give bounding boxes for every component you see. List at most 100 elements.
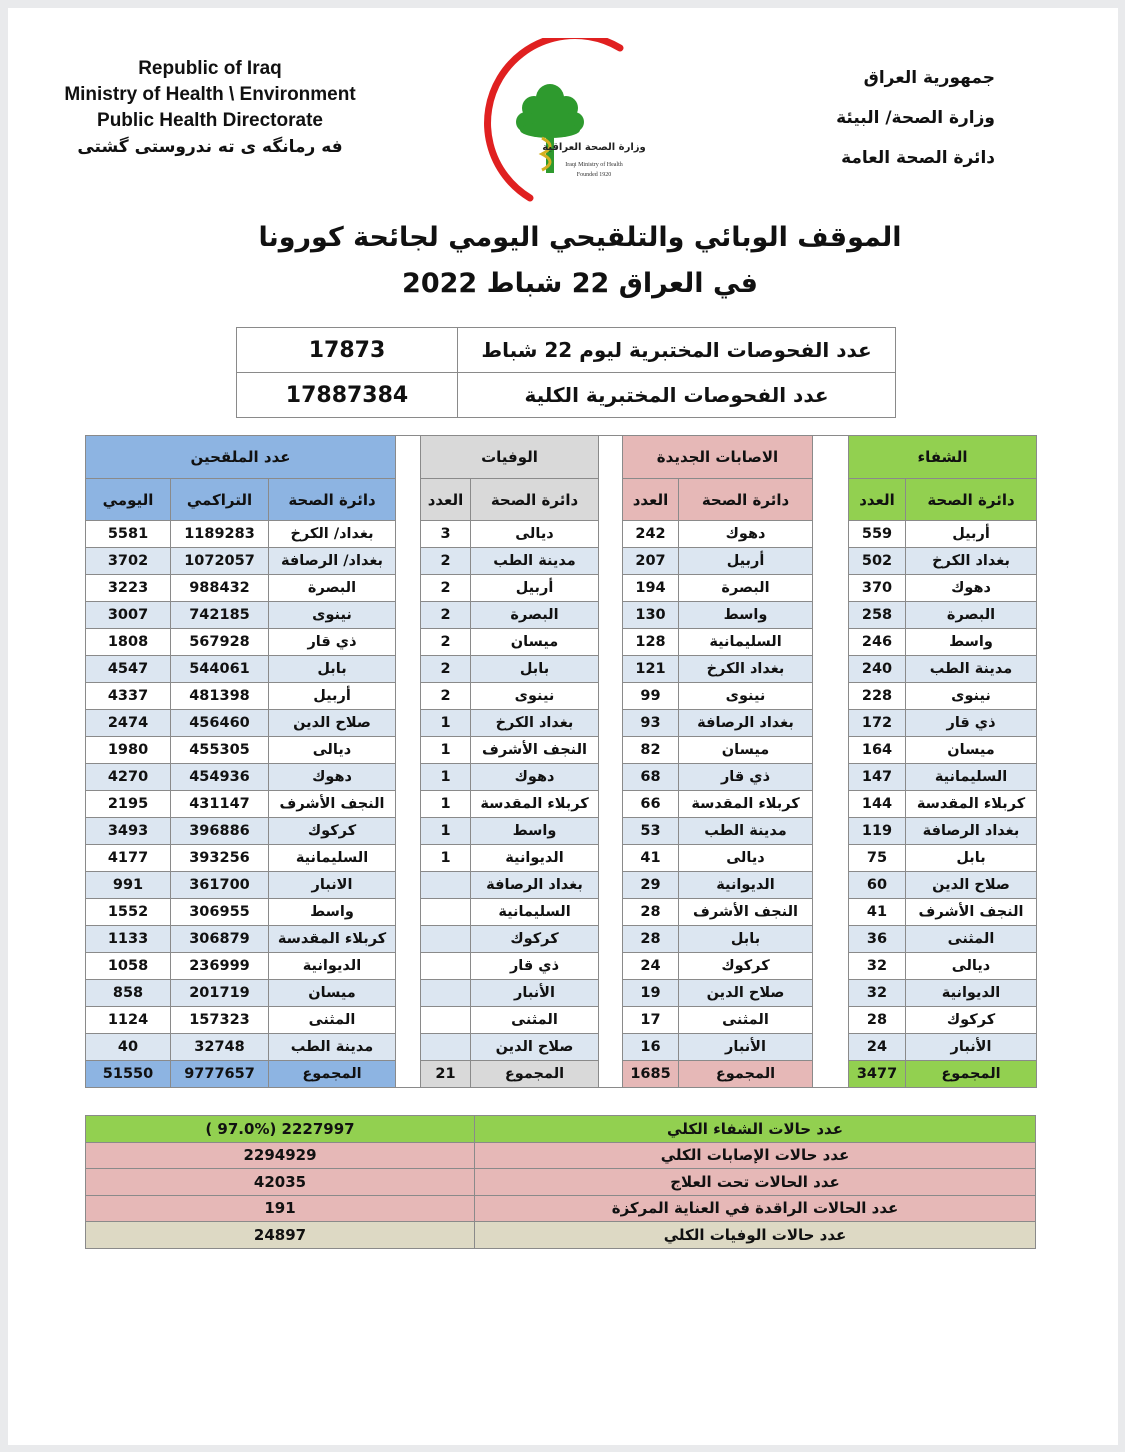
header-en-line: Ministry of Health \ Environment (64, 84, 356, 105)
cases-dept: ميسان (678, 736, 813, 764)
deaths-count: 1 (420, 763, 471, 791)
recovered-count: 246 (848, 628, 906, 656)
header-ar-line: جمهورية العراق (863, 68, 995, 88)
recovered-dept: بغداد الرصافة (904, 817, 1038, 845)
deaths-dept: ديالى (470, 520, 599, 548)
total-label: المجموع (470, 1060, 599, 1088)
recovered-dept: أربيل (904, 520, 1038, 548)
vaccinated-dept: المثنى (268, 1006, 396, 1034)
total-label: المجموع (678, 1060, 813, 1088)
recovered-count: 32 (848, 952, 906, 980)
column-gap (598, 478, 623, 521)
vaccinated-daily: 1124 (85, 1006, 171, 1034)
column-gap (812, 1033, 849, 1061)
column-gap (812, 520, 849, 548)
column-gap (395, 628, 421, 656)
cases-count: 28 (622, 925, 679, 953)
table-row: 4337 481398 أربيل 2 نينوى 99 نينوى 228 نينوى (85, 682, 1038, 710)
column-gap (598, 682, 623, 710)
vaccinated-daily: 1552 (85, 898, 171, 926)
vaccinated-cumulative: 567928 (170, 628, 269, 656)
recovered-dept: نينوى (904, 682, 1038, 710)
recovered-dept: الديوانية (904, 979, 1038, 1007)
vaccinated-cumulative: 456460 (170, 709, 269, 737)
cases-dept: السليمانية (678, 628, 813, 656)
vaccinated-daily: 1058 (85, 952, 171, 980)
header-arabic: جمهورية العراق وزارة الصحة/ البيئة دائرة… (775, 58, 995, 178)
deaths-count: 1 (420, 736, 471, 764)
recovered-dept: دهوك (904, 574, 1038, 602)
cases-dept: دهوك (678, 520, 813, 548)
deaths-count (420, 925, 471, 953)
summary-label: عدد الحالات الراقدة في العناية المركزة (474, 1194, 1036, 1222)
column-gap (395, 682, 421, 710)
recovered-dept: بغداد الكرخ (904, 547, 1038, 575)
col-daily: اليومي (85, 478, 171, 521)
deaths-dept: الديوانية (470, 844, 599, 872)
vaccinated-daily: 991 (85, 871, 171, 899)
column-gap (812, 709, 849, 737)
cases-dept: أربيل (678, 547, 813, 575)
recovered-dept: مدينة الطب (904, 655, 1038, 683)
column-gap (395, 898, 421, 926)
column-gap (812, 790, 849, 818)
column-header-row: اليومي التراكمي دائرة الصحة العدد دائرة الصح… (85, 478, 1038, 521)
recovered-dept: كركوك (904, 1006, 1038, 1034)
vaccinated-daily: 3007 (85, 601, 171, 629)
vaccinated-cumulative: 157323 (170, 1006, 269, 1034)
vaccinated-dept: ذي قار (268, 628, 396, 656)
vaccinated-daily: 1808 (85, 628, 171, 656)
cases-dept: ذي قار (678, 763, 813, 791)
summary-label: عدد حالات الإصابات الكلي (474, 1141, 1036, 1169)
summary-row: 191 عدد الحالات الراقدة في العناية المركز… (85, 1194, 1036, 1222)
vaccinated-daily: 1133 (85, 925, 171, 953)
cases-count: 242 (622, 520, 679, 548)
column-gap (395, 790, 421, 818)
column-gap (395, 817, 421, 845)
title-line-1: الموقف الوبائي والتلقيحي اليومي لجائحة ك… (258, 222, 902, 253)
vaccinated-cumulative: 454936 (170, 763, 269, 791)
table-row: 2195 431147 النجف الأشرف 1 كربلاء المقدسة 66 ك… (85, 790, 1038, 818)
deaths-dept: السليمانية (470, 898, 599, 926)
column-gap (395, 655, 421, 683)
deaths-count: 2 (420, 601, 471, 629)
vaccinated-daily: 4177 (85, 844, 171, 872)
header-en-line: Republic of Iraq (138, 58, 282, 79)
column-gap (812, 952, 849, 980)
table-row: 1058 236999 الديوانية ذي قار 24 كركوك 32 ديالى (85, 952, 1038, 980)
vaccinated-daily: 1980 (85, 736, 171, 764)
deaths-dept: دهوك (470, 763, 599, 791)
recovered-count: 32 (848, 979, 906, 1007)
vaccinated-cumulative: 32748 (170, 1033, 269, 1061)
column-gap (395, 478, 421, 521)
header-kurdish: فه رمانگه ی ته ندروستی گشتی (77, 137, 343, 157)
cases-count: 99 (622, 682, 679, 710)
column-gap (598, 435, 623, 479)
cases-count: 194 (622, 574, 679, 602)
column-gap (812, 435, 849, 479)
column-gap (395, 601, 421, 629)
deaths-dept: واسط (470, 817, 599, 845)
vaccinated-daily: 5581 (85, 520, 171, 548)
recovered-count: 75 (848, 844, 906, 872)
column-gap (598, 520, 623, 548)
column-gap (812, 628, 849, 656)
header-en-line: Public Health Directorate (97, 110, 323, 131)
tests-daily-label: عدد الفحوصات المختبرية ليوم 22 شباط (457, 327, 896, 373)
deaths-total: 21 (420, 1060, 471, 1088)
total-label: المجموع (268, 1060, 396, 1088)
deaths-dept: كربلاء المقدسة (470, 790, 599, 818)
vaccinated-dept: نينوى (268, 601, 396, 629)
column-gap (598, 709, 623, 737)
deaths-header: الوفيات (420, 435, 599, 479)
recovered-count: 258 (848, 601, 906, 629)
column-gap (598, 547, 623, 575)
column-gap (812, 655, 849, 683)
recovered-dept: ديالى (904, 952, 1038, 980)
column-gap (812, 1006, 849, 1034)
recovered-count: 502 (848, 547, 906, 575)
deaths-count: 2 (420, 682, 471, 710)
cases-dept: بابل (678, 925, 813, 953)
column-gap (395, 1060, 421, 1088)
vaccinated-dept: البصرة (268, 574, 396, 602)
